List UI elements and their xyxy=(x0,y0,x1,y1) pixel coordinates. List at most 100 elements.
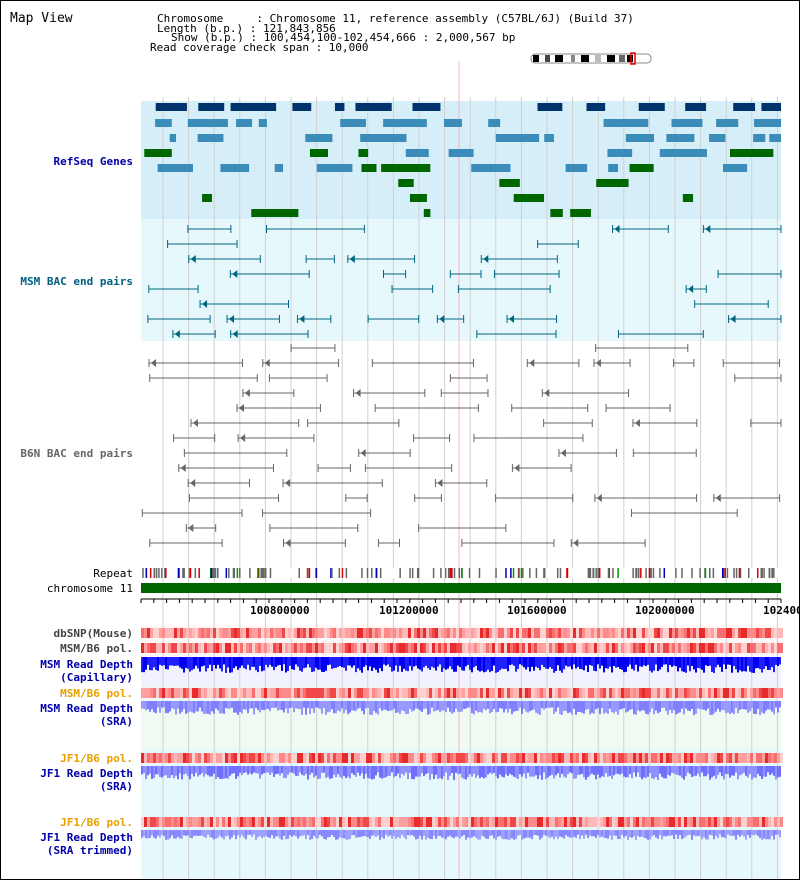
dbsnp-heat-cell xyxy=(660,628,663,638)
dbsnp-heat-cell xyxy=(255,628,258,638)
gene-strand-arrow xyxy=(685,103,691,111)
jf1-trim-depth-bar xyxy=(359,830,361,838)
msm-depth-bar xyxy=(357,657,359,669)
msm-depth-bar xyxy=(329,657,331,665)
msm-sra-depth-bar xyxy=(309,701,311,715)
msm-pol-heat-cell xyxy=(384,688,387,698)
msm-sra-depth-bar xyxy=(761,701,763,713)
msm-pol-heat-cell xyxy=(558,688,561,698)
jf1-trim-depth-bar xyxy=(777,830,779,835)
msm-pol-heat-cell xyxy=(231,688,234,698)
msm-depth-bar xyxy=(259,657,261,666)
jf1-sra-depth-bar xyxy=(673,766,675,774)
jf1-pol-heat-cell xyxy=(450,753,453,763)
jf1-sra-depth-bar xyxy=(613,766,615,776)
jf1-sra-depth-bar xyxy=(779,766,781,777)
msm-depth-bar xyxy=(521,657,523,666)
track-label-msm-bac[interactable]: MSM BAC end pairs xyxy=(20,275,133,288)
dbsnp-heat-cell xyxy=(552,628,555,638)
jf1-trim-depth-bar xyxy=(349,830,351,839)
jf1-sra-depth-bar xyxy=(141,766,143,775)
msm-depth-bar xyxy=(725,657,727,669)
jf1-pol-heat-cell xyxy=(696,753,699,763)
msm-pol-heat-cell xyxy=(354,643,357,653)
msm-sra-depth-bar xyxy=(177,701,179,709)
msm-sra-depth-bar xyxy=(317,701,319,708)
msm-sra-depth-bar xyxy=(229,701,231,709)
msm-pol-heat-cell xyxy=(603,643,606,653)
msm-sra-depth-bar xyxy=(519,701,521,708)
msm-pol-heat-cell xyxy=(765,688,768,698)
msm-depth-bar xyxy=(267,657,269,668)
jf1-sra-depth-bar xyxy=(499,766,501,775)
dbsnp-heat-cell xyxy=(159,628,162,638)
msm-depth-bar xyxy=(277,657,279,666)
b6n-bac-track-bg xyxy=(141,341,781,563)
msm-sra-depth-bar xyxy=(671,701,673,713)
msm-depth-bar xyxy=(217,657,219,665)
msm-pol-heat-cell xyxy=(519,688,522,698)
msm-pol-heat-cell xyxy=(705,688,708,698)
msm-pol-heat-cell xyxy=(768,643,771,653)
msm-sra-depth-bar xyxy=(601,701,603,709)
repeat-mark xyxy=(739,568,742,578)
msm-pol-heat-cell xyxy=(762,688,765,698)
msm-depth-bar xyxy=(309,657,311,668)
jf1-pol-heat-cell xyxy=(495,817,498,827)
jf1-pol-heat-cell xyxy=(348,817,351,827)
jf1-trim-depth-bar xyxy=(321,830,323,837)
msm-depth-bar xyxy=(711,657,713,672)
track-label-refseq[interactable]: RefSeq Genes xyxy=(53,155,133,168)
msm-pol-heat-cell xyxy=(153,643,156,653)
dbsnp-heat-cell xyxy=(144,628,147,638)
b6n-bac-pair-arrow xyxy=(285,539,291,547)
msm-pol-heat-cell xyxy=(738,688,741,698)
jf1-sra-depth-bar xyxy=(719,766,721,773)
jf1-trim-depth-bar xyxy=(507,830,509,840)
repeat-mark xyxy=(543,568,546,578)
jf1-pol-heat-cell xyxy=(615,753,618,763)
jf1-pol-heat-cell xyxy=(150,817,153,827)
jf1-pol-heat-cell xyxy=(165,753,168,763)
track-label-msm-depth-cap-sub: (Capillary) xyxy=(60,671,133,684)
dbsnp-heat-cell xyxy=(633,628,636,638)
gene-feature xyxy=(381,164,431,172)
jf1-pol-heat-cell xyxy=(603,753,606,763)
dbsnp-heat-cell xyxy=(504,628,507,638)
jf1-trim-depth-bar xyxy=(551,830,553,837)
jf1-pol-heat-cell xyxy=(753,753,756,763)
jf1-sra-depth-bar xyxy=(199,766,201,775)
jf1-trim-depth-bar xyxy=(347,830,349,840)
jf1-sra-depth-bar xyxy=(373,766,375,779)
coverage-span-info: Read coverage check span : 10,000 xyxy=(150,41,369,54)
jf1-sra-depth-bar xyxy=(451,766,453,773)
gene-feature xyxy=(187,119,228,127)
jf1-pol-heat-cell xyxy=(612,753,615,763)
msm-depth-bar xyxy=(351,657,353,668)
jf1-pol-heat-cell xyxy=(675,753,678,763)
track-label-b6n-bac[interactable]: B6N BAC end pairs xyxy=(20,447,133,460)
jf1-trim-depth-bar xyxy=(289,830,291,836)
jf1-sra-depth-bar xyxy=(751,766,753,780)
jf1-pol-heat-cell xyxy=(429,817,432,827)
msm-depth-bar xyxy=(199,657,201,672)
jf1-pol-heat-cell xyxy=(273,817,276,827)
dbsnp-heat-cell xyxy=(288,628,291,638)
jf1-sra-depth-bar xyxy=(229,766,231,776)
msm-depth-bar xyxy=(191,657,193,671)
msm-depth-bar xyxy=(505,657,507,669)
jf1-trim-depth-bar xyxy=(483,830,485,837)
dbsnp-heat-cell xyxy=(147,628,150,638)
gene-feature xyxy=(292,103,312,111)
jf1-pol-heat-cell xyxy=(558,753,561,763)
msm-depth-bar xyxy=(641,657,643,667)
msm-depth-bar xyxy=(497,657,499,672)
jf1-sra-depth-bar xyxy=(257,766,259,774)
dbsnp-heat-cell xyxy=(606,628,609,638)
msm-sra-depth-bar xyxy=(205,701,207,714)
gene-strand-arrow xyxy=(409,194,415,202)
msm-depth-bar xyxy=(749,657,751,672)
msm-sra-depth-bar xyxy=(485,701,487,711)
gene-feature xyxy=(405,149,429,157)
